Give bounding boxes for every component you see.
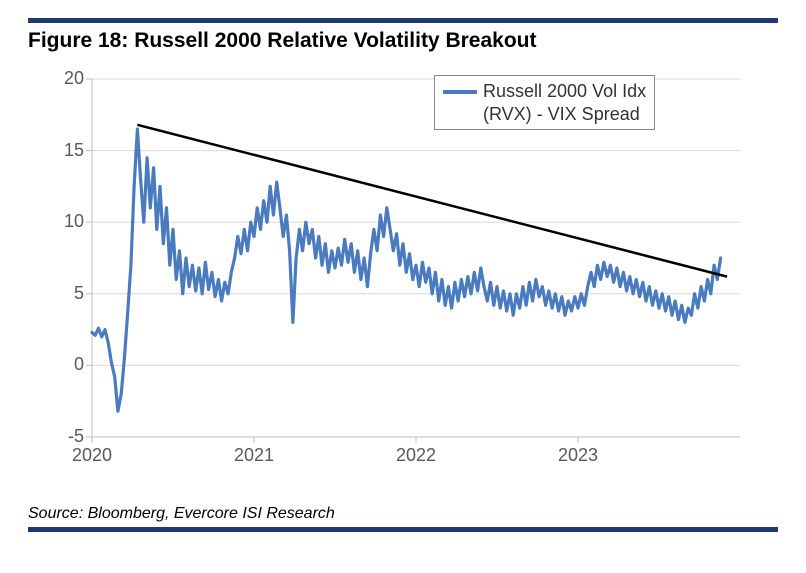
x-tick-label: 2020	[62, 445, 122, 466]
y-tick-label: -5	[44, 426, 84, 447]
legend-text-2: (RVX) - VIX Spread	[483, 104, 640, 124]
y-tick-label: 15	[44, 140, 84, 161]
y-tick-label: 20	[44, 68, 84, 89]
x-tick-label: 2021	[224, 445, 284, 466]
bottom-rule	[28, 527, 778, 532]
x-tick-label: 2023	[548, 445, 608, 466]
top-rule	[28, 18, 778, 23]
legend-swatch	[443, 90, 477, 94]
chart-legend: Russell 2000 Vol Idx (RVX) - VIX Spread	[434, 75, 655, 130]
legend-text-1: Russell 2000 Vol Idx	[483, 81, 646, 101]
y-tick-label: 5	[44, 283, 84, 304]
y-tick-label: 0	[44, 354, 84, 375]
figure-title: Figure 18: Russell 2000 Relative Volatil…	[28, 29, 778, 53]
source-line: Source: Bloomberg, Evercore ISI Research	[28, 505, 778, 523]
y-tick-label: 10	[44, 211, 84, 232]
line-chart	[34, 67, 754, 487]
chart-container: -5 0 5 10 15 20 2020 2021 2022 2023 Russell 2000…	[34, 67, 754, 487]
x-tick-label: 2022	[386, 445, 446, 466]
